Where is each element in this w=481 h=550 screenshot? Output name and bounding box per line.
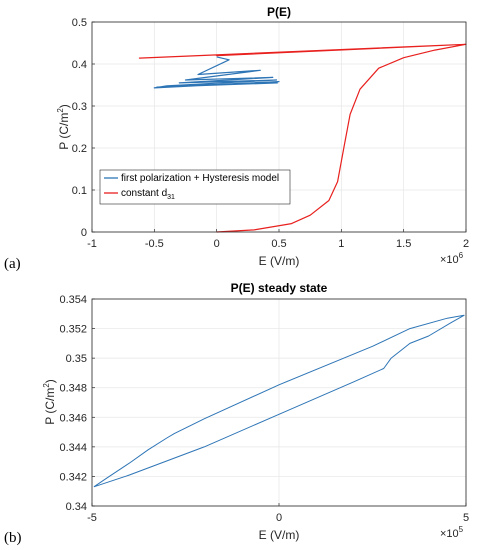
x-tick-labels: -1 -0.5 0 0.5 1 1.5 2	[87, 238, 469, 250]
series-line-2	[138, 43, 467, 233]
x-tick-label: 0.5	[271, 238, 286, 250]
y-tick-label: 0.4	[72, 59, 87, 71]
x-tick-label: 2	[463, 238, 469, 250]
x-multiplier: ×106	[440, 251, 464, 266]
x-tick-label: 0	[276, 512, 282, 524]
y-tick-label: 0.346	[59, 412, 87, 424]
x-tick-label: 1	[338, 238, 344, 250]
y-tick-label: 0.352	[59, 324, 87, 336]
chart-title: P(E) steady state	[231, 281, 328, 295]
y-tick-label: 0.5	[72, 17, 87, 29]
x-axis-label: E (V/m)	[259, 528, 300, 542]
y-tick-label: 0	[81, 227, 87, 239]
y-tick-label: 0.348	[59, 383, 87, 395]
panel-label: (a)	[4, 256, 21, 272]
y-tick-label: 0.35	[66, 353, 87, 365]
y-tick-label: 0.354	[59, 294, 87, 306]
y-tick-label: 0.34	[66, 501, 87, 513]
legend-entry-1: first polarization + Hysteresis model	[121, 173, 279, 184]
x-axis-label: E (V/m)	[259, 254, 300, 268]
y-tick-label: 0.1	[72, 185, 87, 197]
y-tick-label: 0.3	[72, 101, 87, 113]
x-tick-label: 5	[463, 512, 469, 524]
x-tick-label: 0	[214, 238, 220, 250]
legend: first polarization + Hysteresis model co…	[99, 169, 291, 205]
chart-p-e: -1 -0.5 0 0.5 1 1.5 2 0 0.1 0.2 0.3 0.4 0.5 P(E) E …	[4, 5, 469, 272]
series-group	[93, 314, 465, 488]
x-tick-label: -1	[87, 238, 97, 250]
series-line-1	[93, 314, 465, 488]
x-tick-labels: -5 0 5	[87, 512, 469, 524]
series-group	[138, 43, 467, 233]
y-tick-labels: 0 0.1 0.2 0.3 0.4 0.5	[72, 17, 87, 239]
y-tick-label: 0.342	[59, 471, 87, 483]
chart-p-e-steady-state: -5 0 5 0.340.3420.3440.3460.3480.350.3520.…	[4, 281, 469, 546]
x-tick-label: -0.5	[145, 238, 164, 250]
x-tick-label: -5	[87, 512, 97, 524]
legend-entry-2: constant d31	[121, 188, 175, 201]
panel-label: (b)	[4, 530, 22, 546]
y-tick-labels: 0.34 0.342 0.344 0.346 0.348 0.35 0.352 0.354	[59, 294, 87, 513]
chart-title: P(E)	[267, 5, 291, 19]
series-line-1	[153, 56, 280, 89]
y-tick-label: 0.344	[59, 442, 87, 454]
y-tick-label: 0.2	[72, 143, 87, 155]
y-axis-label: P (C/m2)	[42, 379, 57, 425]
x-multiplier: ×105	[440, 525, 464, 540]
x-tick-label: 1.5	[396, 238, 411, 250]
y-axis-label: P (C/m2)	[56, 104, 71, 150]
plot-frame	[91, 21, 467, 233]
plot-frame	[91, 298, 467, 507]
